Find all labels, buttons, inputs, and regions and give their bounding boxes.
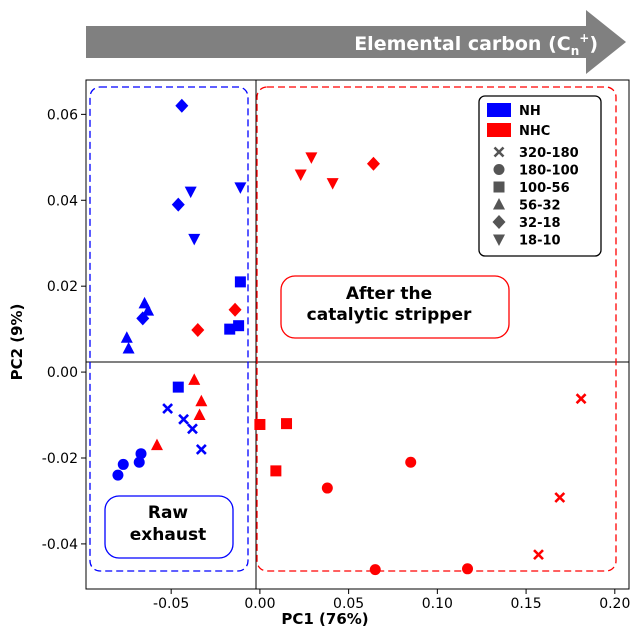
legend-marker-320-180 bbox=[493, 146, 505, 158]
x-tick-label: 0.15 bbox=[510, 596, 541, 612]
legend-label-nh: NH bbox=[519, 104, 541, 119]
legend-marker-32-18 bbox=[492, 215, 506, 229]
nh-18-10-point bbox=[184, 186, 197, 199]
raw-exhaust-line1: Raw bbox=[148, 503, 189, 523]
x-tick-label: 0.20 bbox=[599, 596, 630, 612]
y-axis-ticks: -0.04 -0.02 0.00 0.02 0.04 0.06 bbox=[42, 107, 86, 553]
nh-180-100-point bbox=[133, 456, 145, 468]
y-tick-label: 0.00 bbox=[47, 365, 78, 381]
nhc-180-100-point bbox=[321, 482, 333, 494]
legend-label-180-100: 180-100 bbox=[519, 164, 579, 179]
legend: NH NHC 320-180 180-100 100-56 56-32 32-18 18-10 bbox=[478, 95, 602, 257]
nhc-180-100-point bbox=[405, 456, 417, 468]
raw-exhaust-annotation: Raw exhaust bbox=[104, 495, 234, 559]
nhc-32-18-point bbox=[191, 322, 205, 337]
raw-exhaust-line2: exhaust bbox=[130, 525, 206, 545]
nh-180-100-point bbox=[117, 458, 129, 470]
x-axis-ticks: -0.05 0.00 0.05 0.10 0.15 0.20 bbox=[153, 589, 630, 612]
nh-56-32-point bbox=[120, 331, 133, 343]
plot-frame bbox=[85, 79, 630, 590]
nhc-56-32-point bbox=[188, 373, 201, 385]
nhc-56-32-point bbox=[193, 408, 206, 421]
after-stripper-region bbox=[256, 86, 617, 572]
nhc-32-18-point bbox=[366, 156, 380, 171]
after-stripper-line1: After the bbox=[346, 284, 432, 304]
after-stripper-annotation: After the catalytic stripper bbox=[280, 275, 510, 339]
legend-swatch-nh bbox=[487, 103, 511, 117]
legend-label-nhc: NHC bbox=[519, 124, 550, 139]
nh-100-56-point bbox=[172, 381, 184, 393]
legend-label-320-180: 320-180 bbox=[519, 146, 579, 161]
data-points bbox=[112, 98, 587, 576]
nh-18-10-point bbox=[188, 233, 201, 246]
y-tick-label: 0.06 bbox=[47, 107, 78, 123]
arrow-shape bbox=[86, 10, 626, 74]
legend-swatch-nhc bbox=[487, 123, 511, 137]
nh-32-18-point bbox=[171, 197, 185, 212]
nhc-32-18-point bbox=[228, 302, 242, 317]
nh-100-56-point bbox=[224, 323, 236, 335]
legend-marker-18-10 bbox=[493, 234, 505, 246]
after-stripper-box bbox=[280, 275, 510, 339]
x-tick-label: -0.05 bbox=[153, 596, 189, 612]
nh-320-180-point bbox=[162, 403, 174, 415]
nhc-56-32-point bbox=[195, 394, 208, 407]
legend-label-18-10: 18-10 bbox=[519, 234, 561, 249]
nhc-100-56-point bbox=[270, 465, 282, 477]
nh-56-32-point bbox=[122, 341, 135, 354]
raw-exhaust-region bbox=[89, 86, 249, 572]
nhc-100-56-point bbox=[281, 418, 293, 430]
legend-marker-56-32 bbox=[493, 198, 505, 210]
y-tick-label: 0.02 bbox=[47, 279, 78, 295]
nh-320-180-point bbox=[187, 423, 198, 435]
nhc-18-10-point bbox=[305, 152, 318, 164]
nh-32-18-point bbox=[175, 98, 189, 113]
x-tick-label: 0.00 bbox=[244, 596, 275, 612]
nhc-56-32-point bbox=[150, 438, 163, 451]
after-stripper-line2: catalytic stripper bbox=[307, 305, 472, 325]
nhc-180-100-point bbox=[369, 564, 381, 576]
nh-180-100-point bbox=[135, 448, 147, 460]
legend-label-56-32: 56-32 bbox=[519, 199, 561, 214]
nhc-320-180-point bbox=[575, 393, 587, 405]
nh-32-18-point bbox=[136, 311, 150, 326]
x-tick-label: 0.10 bbox=[422, 596, 453, 612]
arrow-label: Elemental carbon (Cn+) bbox=[354, 31, 598, 58]
nh-100-56-point bbox=[234, 276, 246, 288]
nh-18-10-point bbox=[234, 182, 247, 194]
nh-100-56-point bbox=[233, 320, 245, 332]
y-tick-label: -0.04 bbox=[42, 537, 78, 553]
legend-marker-180-100 bbox=[493, 164, 505, 175]
nhc-100-56-point bbox=[254, 418, 266, 430]
nh-180-100-point bbox=[112, 469, 124, 481]
raw-exhaust-box bbox=[104, 495, 234, 559]
legend-label-100-56: 100-56 bbox=[519, 181, 570, 196]
y-tick-label: 0.04 bbox=[47, 193, 78, 209]
nhc-320-180-point bbox=[554, 492, 566, 503]
x-tick-label: 0.05 bbox=[333, 596, 364, 612]
nhc-18-10-point bbox=[294, 169, 307, 181]
nhc-320-180-point bbox=[533, 549, 544, 561]
y-tick-label: -0.02 bbox=[42, 451, 78, 467]
nh-320-180-point bbox=[195, 443, 207, 455]
nh-56-32-point bbox=[142, 304, 155, 316]
legend-label-32-18: 32-18 bbox=[519, 216, 561, 231]
y-axis-label: PC2 (9%) bbox=[8, 304, 26, 381]
nhc-180-100-point bbox=[462, 563, 474, 575]
elemental-carbon-arrow: Elemental carbon (Cn+) bbox=[86, 10, 626, 74]
legend-marker-100-56 bbox=[493, 181, 505, 193]
x-axis-label: PC1 (76%) bbox=[281, 610, 368, 628]
nh-320-180-point bbox=[178, 413, 190, 425]
nhc-18-10-point bbox=[326, 178, 339, 190]
